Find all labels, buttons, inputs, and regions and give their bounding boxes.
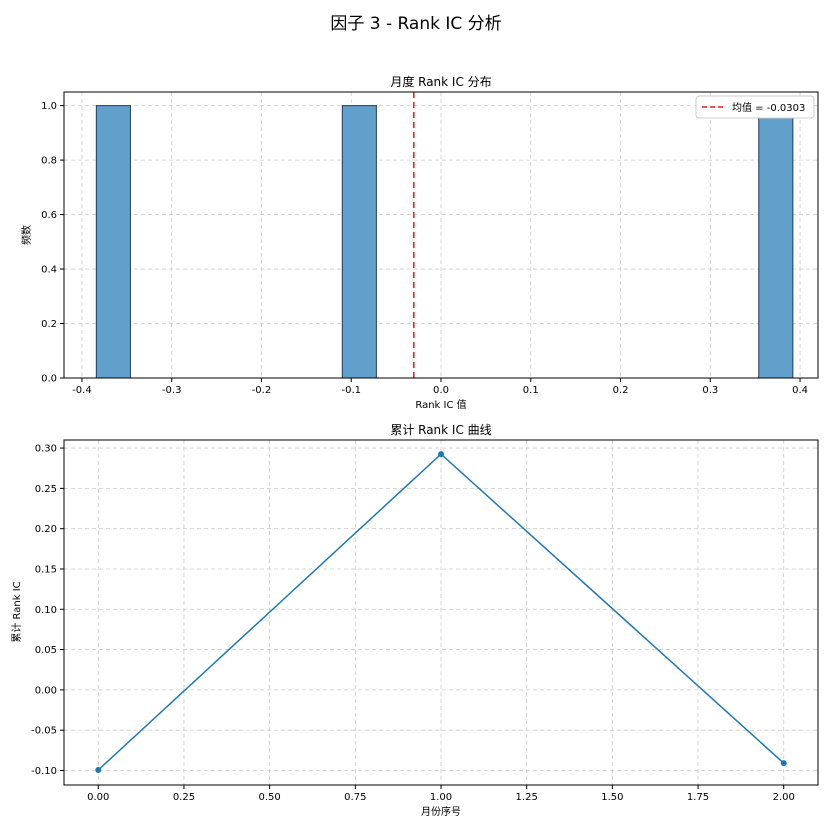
- line-xtick-label: 0.50: [259, 792, 281, 803]
- histogram-xtick-label: 0.3: [702, 385, 718, 396]
- line-ytick-label: 0.20: [35, 524, 57, 535]
- histogram-legend: 均值 = -0.0303: [695, 95, 815, 119]
- line-ylabel: 累计 Rank IC: [10, 581, 23, 642]
- line-xtick-label: 1.25: [516, 792, 538, 803]
- histogram-grid: [64, 92, 818, 379]
- line-x-ticks: 0.00 0.25 0.50 0.75 1.00 1.25 1.50 1.75 2.00: [87, 785, 795, 803]
- line-ytick-label: 0.15: [35, 564, 57, 575]
- line-series-group: [95, 451, 787, 774]
- line-ytick-label: 0.25: [35, 484, 57, 495]
- histogram-xtick-label: 0.1: [523, 385, 539, 396]
- line-ytick-label: 0.00: [35, 685, 57, 696]
- line-xlabel: 月份序号: [421, 805, 461, 818]
- histogram-y-ticks: 0.0 0.2 0.4 0.6 0.8 1.0: [41, 101, 64, 385]
- histogram-ytick-label: 0.0: [41, 374, 57, 385]
- histogram-ylabel: 频数: [20, 225, 33, 245]
- histogram-bar: [758, 105, 794, 379]
- histogram-bars: [95, 105, 794, 379]
- histogram-xlabel: Rank IC 值: [415, 398, 466, 411]
- histogram-xtick-label: -0.1: [341, 385, 361, 396]
- histogram-bar: [341, 105, 377, 379]
- histogram-ytick-label: 0.6: [41, 210, 57, 221]
- cumulative-ic-point: [438, 451, 444, 458]
- legend-box: [695, 95, 815, 119]
- line-xtick-label: 0.00: [87, 792, 109, 803]
- histogram-bar: [95, 105, 131, 379]
- cumulative-ic-point: [780, 760, 787, 767]
- line-ytick-label: 0.10: [35, 605, 57, 616]
- line-ytick-label: -0.05: [31, 726, 57, 737]
- line-ytick-label: 0.30: [35, 444, 57, 455]
- line-xtick-label: 1.50: [601, 792, 623, 803]
- line-xtick-label: 2.00: [773, 792, 795, 803]
- histogram-x-ticks: -0.4 -0.3 -0.2 -0.1 0.0 0.1 0.2 0.3 0.4: [72, 378, 808, 396]
- histogram-ytick-label: 1.0: [41, 101, 57, 112]
- cumulative-ic-point: [95, 767, 102, 774]
- histogram-ytick-label: 0.2: [41, 319, 57, 330]
- histogram-xtick-label: -0.4: [72, 385, 92, 396]
- line-xtick-label: 1.00: [430, 792, 452, 803]
- line-ytick-label: -0.10: [31, 766, 57, 777]
- histogram-ytick-label: 0.4: [41, 265, 57, 276]
- line-ytick-label: 0.05: [35, 645, 57, 656]
- histogram-xtick-label: -0.2: [252, 385, 272, 396]
- line-y-ticks: -0.10 -0.05 0.00 0.05 0.10 0.15 0.20 0.25 0.30: [31, 444, 64, 777]
- histogram-xtick-label: 0.4: [792, 385, 808, 396]
- histogram-xtick-label: 0.2: [613, 385, 629, 396]
- histogram-ytick-label: 0.8: [41, 156, 57, 167]
- line-title: 累计 Rank IC 曲线: [390, 423, 491, 437]
- line-xtick-label: 1.75: [687, 792, 709, 803]
- histogram-xtick-label: -0.3: [162, 385, 182, 396]
- line-xtick-label: 0.75: [344, 792, 366, 803]
- line-xtick-label: 0.25: [173, 792, 195, 803]
- figure-suptitle: 因子 3 - Rank IC 分析: [330, 14, 501, 34]
- histogram-xtick-label: 0.0: [433, 385, 449, 396]
- cumulative-line-chart: 累计 Rank IC 曲线 0.00 0.25 0.50 0.75 1.00 1.25 1.…: [10, 423, 819, 818]
- histogram-chart: 月度 Rank IC 分布 -0.4 -0.3 -0.2 -0.1 0.0 0.1 0.2 0…: [20, 74, 819, 411]
- line-grid: [64, 440, 818, 785]
- histogram-title: 月度 Rank IC 分布: [390, 74, 491, 89]
- legend-mean-label: 均值 = -0.0303: [732, 101, 805, 114]
